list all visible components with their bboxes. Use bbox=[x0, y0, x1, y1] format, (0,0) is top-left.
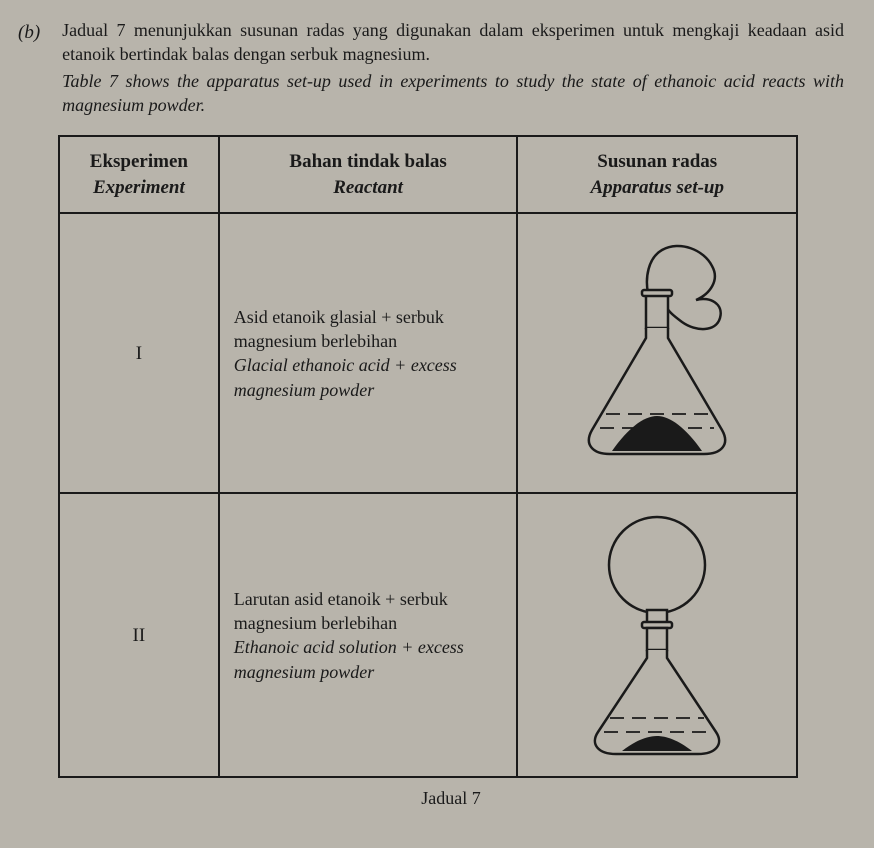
experiment-id: II bbox=[59, 493, 219, 777]
header-reactant-ms: Bahan tindak balas bbox=[230, 145, 507, 175]
intro-text-ms: Jadual 7 menunjukkan susunan radas yang … bbox=[62, 18, 844, 67]
question-label: (b) bbox=[18, 18, 40, 117]
reactant-en: Ethanoic acid solution + excess magnesiu… bbox=[234, 635, 503, 684]
question-block: (b) Jadual 7 menunjukkan susunan radas y… bbox=[18, 18, 844, 117]
header-apparatus-ms: Susunan radas bbox=[528, 145, 786, 175]
header-experiment-en: Experiment bbox=[70, 175, 208, 205]
header-reactant: Bahan tindak balas Reactant bbox=[219, 136, 518, 213]
header-experiment-ms: Eksperimen bbox=[70, 145, 208, 175]
header-apparatus-en: Apparatus set-up bbox=[528, 175, 786, 205]
experiment-id: I bbox=[59, 213, 219, 493]
reactant-cell: Larutan asid etanoik + serbuk magnesium … bbox=[219, 493, 518, 777]
table-caption: Jadual 7 bbox=[58, 786, 844, 810]
experiment-table: Eksperimen Experiment Bahan tindak balas… bbox=[58, 135, 798, 778]
flask-inflated-balloon-icon bbox=[570, 510, 745, 760]
flask-deflated-balloon-icon bbox=[570, 238, 745, 468]
header-experiment: Eksperimen Experiment bbox=[59, 136, 219, 213]
reactant-ms: Larutan asid etanoik + serbuk magnesium … bbox=[234, 587, 503, 636]
table-row: II Larutan asid etanoik + serbuk magnesi… bbox=[59, 493, 797, 777]
apparatus-cell bbox=[517, 493, 797, 777]
intro-text-en: Table 7 shows the apparatus set-up used … bbox=[62, 69, 844, 118]
header-reactant-en: Reactant bbox=[230, 175, 507, 205]
reactant-cell: Asid etanoik glasial + serbuk magnesium … bbox=[219, 213, 518, 493]
table-row: I Asid etanoik glasial + serbuk magnesiu… bbox=[59, 213, 797, 493]
reactant-ms: Asid etanoik glasial + serbuk magnesium … bbox=[234, 305, 503, 354]
table-header-row: Eksperimen Experiment Bahan tindak balas… bbox=[59, 136, 797, 213]
apparatus-cell bbox=[517, 213, 797, 493]
header-apparatus: Susunan radas Apparatus set-up bbox=[517, 136, 797, 213]
reactant-en: Glacial ethanoic acid + excess magnesium… bbox=[234, 353, 503, 402]
question-body: Jadual 7 menunjukkan susunan radas yang … bbox=[62, 18, 844, 117]
table-container: Eksperimen Experiment Bahan tindak balas… bbox=[18, 135, 844, 811]
